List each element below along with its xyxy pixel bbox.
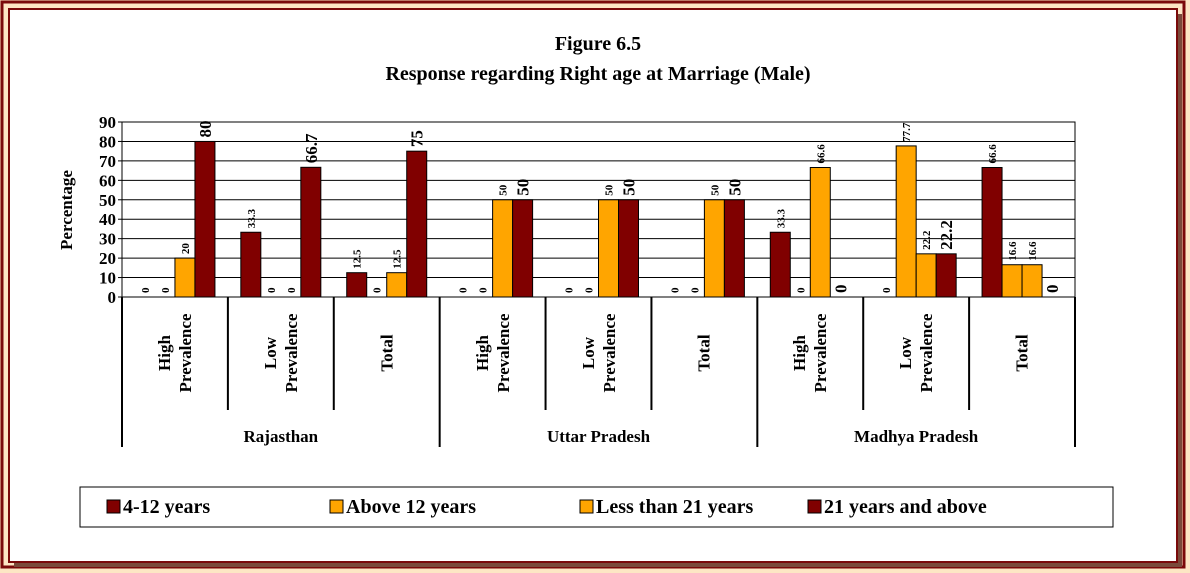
y-tick-label: 20 — [99, 249, 116, 268]
value-label: 33.3 — [775, 209, 787, 229]
y-tick-label: 50 — [99, 191, 116, 210]
x-tick-label: High Prevalence — [154, 313, 195, 393]
y-axis-label: Percentage — [57, 170, 76, 250]
bar — [512, 199, 534, 298]
bar — [406, 150, 428, 298]
group-label: Rajasthan — [244, 427, 319, 446]
value-label: 80 — [196, 120, 215, 137]
value-label: 0 — [140, 287, 152, 293]
value-label: 0 — [881, 287, 893, 293]
value-label: 12.5 — [352, 249, 364, 269]
bar — [1021, 264, 1043, 298]
value-label: 50 — [709, 184, 721, 196]
value-label: 66.7 — [302, 133, 321, 163]
legend-label: Above 12 years — [346, 496, 476, 518]
value-label: 16.6 — [1027, 241, 1039, 261]
legend-label: 4-12 years — [123, 496, 210, 518]
legend-label: 21 years and above — [824, 496, 987, 518]
legend-swatch — [329, 499, 344, 514]
bar — [194, 140, 216, 298]
value-label: 50 — [498, 184, 510, 195]
bar — [386, 272, 408, 298]
x-tick-label: High Prevalence — [790, 313, 831, 393]
bar — [703, 199, 725, 298]
value-label: 22.2 — [921, 230, 933, 250]
value-label: 16.6 — [1007, 241, 1019, 261]
value-label: 0 — [584, 287, 596, 293]
x-tick-label: Total — [377, 334, 397, 372]
legend-box — [79, 486, 1114, 528]
bar — [723, 199, 745, 298]
chart-subtitle: Response regarding Right age at Marriage… — [385, 63, 810, 85]
legend-swatch — [807, 499, 822, 514]
y-tick-label: 80 — [99, 132, 116, 151]
bar — [618, 199, 639, 298]
value-label: 12.5 — [392, 249, 404, 269]
y-tick-label: 0 — [108, 288, 117, 307]
bar — [895, 145, 917, 298]
x-tick-label: Low Prevalence — [578, 313, 619, 393]
y-tick-label: 40 — [99, 210, 116, 229]
x-tick-label: High Prevalence — [472, 313, 513, 393]
value-label: 50 — [514, 179, 533, 196]
legend-swatch — [106, 499, 121, 514]
value-label: 0 — [564, 287, 576, 293]
x-tick-label: Total — [1012, 334, 1032, 372]
value-label: 75 — [408, 130, 427, 147]
value-label: 0 — [266, 287, 278, 293]
x-tick-label: Low Prevalence — [260, 313, 301, 393]
bar — [809, 167, 831, 298]
y-tick-label: 90 — [99, 113, 116, 132]
value-label: 33.3 — [246, 209, 258, 229]
value-label: 66.6 — [987, 144, 999, 164]
bar — [935, 253, 957, 298]
y-tick-label: 70 — [99, 152, 116, 171]
x-tick-label: Low Prevalence — [895, 313, 937, 393]
value-label: 0 — [669, 287, 681, 293]
bar — [346, 272, 368, 298]
value-label: 0 — [795, 287, 807, 293]
group-label: Madhya Pradesh — [854, 427, 979, 446]
value-label: 22.2 — [937, 220, 956, 250]
bar — [769, 231, 791, 298]
value-label: 0 — [286, 287, 298, 293]
value-label: 50 — [725, 179, 744, 196]
legend-swatch — [579, 499, 594, 514]
bar — [174, 257, 196, 298]
bar — [1001, 264, 1023, 298]
bar — [915, 253, 937, 298]
bar — [598, 199, 619, 298]
chart-title: Figure 6.5 — [555, 33, 641, 55]
value-label: 50 — [620, 179, 639, 196]
y-tick-label: 30 — [99, 230, 116, 249]
bar — [981, 167, 1003, 298]
value-label: 0 — [831, 285, 850, 294]
value-label: 50 — [604, 184, 616, 196]
value-label: 0 — [1043, 285, 1062, 294]
legend-label: Less than 21 years — [596, 496, 753, 518]
value-label: 0 — [689, 287, 701, 293]
value-label: 0 — [478, 287, 490, 293]
value-label: 0 — [160, 287, 172, 293]
value-label: 20 — [180, 243, 192, 255]
bar — [492, 199, 514, 298]
y-tick-label: 60 — [99, 171, 116, 190]
value-label: 77.7 — [901, 122, 913, 142]
group-label: Uttar Pradesh — [547, 427, 651, 446]
value-label: 0 — [458, 287, 470, 293]
value-label: 66.6 — [815, 144, 827, 164]
x-tick-label: Total — [694, 334, 714, 372]
y-tick-label: 10 — [99, 269, 116, 288]
value-label: 0 — [372, 287, 384, 293]
bar — [300, 166, 322, 298]
bar — [240, 231, 262, 298]
